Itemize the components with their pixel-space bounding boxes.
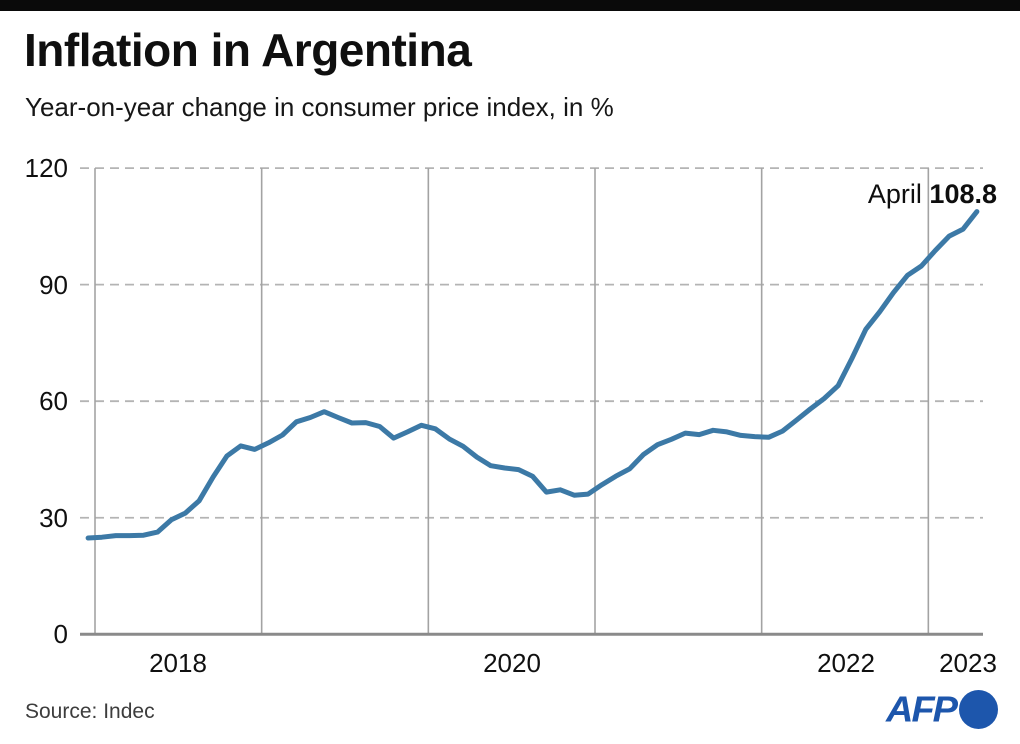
afp-logo-text: AFP (886, 689, 958, 730)
y-axis-tick-label: 120 (24, 153, 68, 184)
annotation-month-label: April (867, 179, 930, 209)
x-axis-tick-label: 2020 (483, 648, 541, 678)
top-accent-bar (0, 0, 1020, 11)
annotation-value: 108.8 (929, 179, 997, 209)
y-axis-tick-label: 0 (53, 619, 68, 650)
x-axis-tick-label: 2022 (817, 648, 875, 678)
afp-logo-circle-icon (959, 690, 998, 729)
y-axis-tick-label: 90 (39, 269, 68, 300)
inflation-data-line (85, 209, 980, 541)
x-axis-tick-label: 2023 (939, 648, 997, 678)
source-credit: Source: Indec (25, 700, 155, 723)
x-axis-tick-label: 2018 (149, 648, 207, 678)
y-axis-tick-label: 60 (39, 386, 68, 417)
page-subtitle: Year-on-year change in consumer price in… (25, 92, 614, 122)
latest-value-annotation: April 108.8 (867, 179, 997, 210)
page-title: Inflation in Argentina (24, 24, 472, 76)
afp-logo: AFP (886, 690, 998, 729)
y-axis-tick-label: 30 (39, 502, 68, 533)
